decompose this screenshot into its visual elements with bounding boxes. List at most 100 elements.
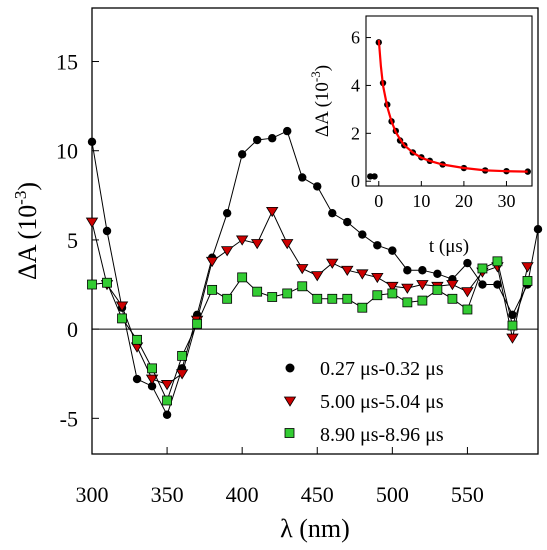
series-3-point	[417, 295, 428, 306]
series-3-point	[237, 272, 248, 283]
series-3-point	[492, 256, 503, 267]
inset-ylabel: ΔA (10-3)	[308, 65, 333, 137]
series-3-point	[267, 292, 278, 302]
inset-y-tick-label: 4	[351, 75, 360, 95]
series-3-point	[342, 293, 353, 304]
series-1-point	[433, 269, 442, 279]
series-3-point	[507, 320, 518, 331]
inset-fit-curve	[377, 39, 528, 173]
series-3-point	[522, 276, 533, 286]
series-3-point	[177, 350, 188, 361]
series-1-point	[328, 208, 337, 218]
series-1-point	[132, 374, 142, 384]
series-3-point	[87, 279, 97, 290]
series-1-point	[222, 208, 232, 218]
series-3-point	[162, 395, 172, 406]
x-tick-label: 500	[376, 482, 409, 507]
series-3-point	[477, 263, 488, 274]
series-3-point	[402, 297, 413, 308]
series-1-point	[388, 246, 397, 255]
x-tick-label: 350	[151, 482, 184, 507]
series-3-point	[372, 290, 383, 301]
y-tick-label: -5	[60, 406, 78, 431]
inset-y-tick-label: 2	[351, 123, 360, 143]
legend-marker-series-1	[285, 363, 295, 373]
x-tick-label: 300	[76, 482, 109, 507]
inset-plot-area	[365, 15, 533, 187]
series-1-point	[237, 150, 247, 159]
series-1-point	[373, 241, 382, 250]
series-3-point	[432, 284, 443, 295]
legend: 0.27 μs-0.32 μs 5.00 μs-5.04 μs 8.90 μs-…	[283, 358, 444, 446]
series-3-point	[207, 284, 218, 295]
series-2-point	[341, 265, 354, 277]
series-2-point	[446, 280, 459, 291]
series-1-point	[313, 182, 322, 191]
x-tick-label: 400	[226, 482, 259, 507]
series-2-point	[356, 269, 369, 280]
inset-background	[366, 16, 532, 186]
series-2-point	[250, 239, 264, 250]
series-1-point	[533, 225, 543, 234]
series-3-point	[387, 288, 398, 299]
series-2-point	[521, 262, 534, 273]
series-2-point	[371, 272, 384, 284]
series-1-point	[478, 280, 487, 289]
inset-x-tick-label: 0	[374, 191, 383, 211]
series-3-point	[282, 288, 293, 299]
y-tick-label: 10	[56, 139, 78, 164]
y-tick-label: 15	[56, 50, 78, 75]
inset-xlabel: t (μs)	[429, 236, 469, 257]
main-ylabel: ΔA (10-3)	[11, 182, 42, 280]
series-1-point	[252, 135, 262, 145]
series-1-point	[463, 258, 472, 268]
inset-y-tick-label: 0	[351, 171, 360, 191]
series-1-point	[343, 217, 352, 227]
series-2-point	[220, 246, 234, 257]
inset-x-tick-label: 10	[412, 191, 430, 211]
x-tick-label: 550	[451, 482, 484, 507]
series-3-point	[462, 304, 473, 315]
inset-x-tick-label: 20	[455, 191, 473, 211]
series-1-point	[493, 280, 502, 289]
series-2-point	[175, 369, 189, 380]
series-2-point	[235, 235, 249, 246]
series-2-point	[145, 374, 159, 385]
series-3-point	[252, 286, 263, 297]
x-tick-label: 450	[301, 482, 334, 507]
main-xlabel: λ (nm)	[280, 514, 350, 543]
series-3-point	[357, 302, 368, 313]
series-2-point	[311, 271, 324, 282]
series-3-point	[312, 293, 323, 304]
legend-label-series-3: 8.90 μs-8.96 μs	[320, 424, 444, 446]
series-3-point	[102, 277, 112, 288]
series-3-point	[132, 334, 142, 345]
series-3-point	[297, 281, 308, 292]
series-1-point	[418, 266, 427, 275]
inset-y-tick-label: 6	[351, 28, 360, 48]
series-2-point	[386, 281, 399, 293]
series-3-line	[91, 260, 528, 402]
series-3-point	[447, 293, 458, 304]
series-1-point	[87, 137, 97, 146]
series-2-point	[401, 283, 414, 294]
series-1-point	[298, 173, 307, 182]
series-1-point	[102, 226, 112, 236]
series-3-point	[192, 318, 203, 329]
series-2-point	[160, 380, 174, 391]
series-1-point	[403, 266, 412, 275]
series-2-point	[115, 301, 129, 312]
inset-data-point	[524, 168, 531, 175]
series-3-point	[147, 363, 157, 374]
series-2-point	[461, 287, 474, 298]
series-1-point	[147, 382, 157, 391]
series-2-point	[326, 258, 339, 269]
series-2-point	[506, 333, 519, 344]
legend-marker-series-2	[283, 396, 297, 407]
inset-data-point	[371, 173, 378, 180]
series-1-point	[283, 126, 292, 136]
legend-marker-series-3	[284, 428, 295, 438]
series-2-point	[205, 256, 219, 268]
